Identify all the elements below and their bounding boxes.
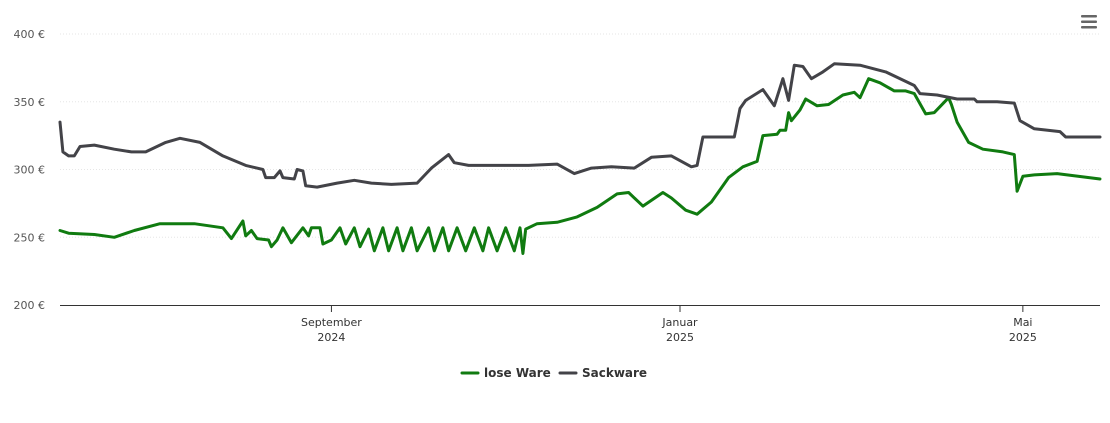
- x-tick-label-year: 2024: [317, 331, 345, 344]
- series-lines: [58, 62, 1102, 255]
- x-tick-label-year: 2025: [666, 331, 694, 344]
- y-axis-tick-labels: 400 € 350 € 300 € 250 € 200 €: [14, 28, 46, 312]
- x-axis: September 2024 Januar 2025 Mai 2025: [60, 305, 1100, 344]
- y-tick-label: 250 €: [14, 231, 46, 244]
- legend-item-sackware[interactable]: Sackware: [558, 366, 647, 380]
- y-tick-label: 200 €: [14, 299, 46, 312]
- x-tick-label-month: Januar: [661, 316, 698, 329]
- y-tick-label: 350 €: [14, 96, 46, 109]
- legend: lose Ware Sackware: [460, 366, 647, 380]
- x-tick-label-month: Mai: [1013, 316, 1032, 329]
- menu-icon-bar-top: [1081, 15, 1097, 18]
- legend-item-lose-ware[interactable]: lose Ware: [460, 366, 551, 380]
- grid-lines: [60, 33, 1100, 238]
- series-line-lose-ware: [58, 77, 1102, 255]
- series-line-sackware: [58, 62, 1102, 189]
- y-tick-label: 400 €: [14, 28, 46, 41]
- hamburger-menu-icon: [1081, 15, 1097, 29]
- legend-label: lose Ware: [484, 366, 551, 380]
- y-tick-label: 300 €: [14, 164, 46, 177]
- x-tick-label-month: September: [301, 316, 362, 329]
- x-tick-label-year: 2025: [1009, 331, 1037, 344]
- chart-menu-button[interactable]: [1080, 14, 1098, 30]
- menu-icon-bar-middle: [1081, 20, 1097, 23]
- legend-label: Sackware: [582, 366, 647, 380]
- menu-icon-bar-bottom: [1081, 26, 1097, 29]
